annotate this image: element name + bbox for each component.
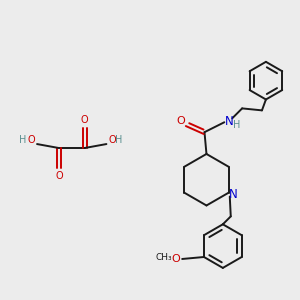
Text: CH₃: CH₃ (155, 253, 172, 262)
Text: O: O (27, 135, 35, 145)
Text: H: H (20, 135, 27, 145)
Text: N: N (230, 188, 238, 201)
Text: O: O (55, 171, 63, 181)
Text: O: O (81, 115, 88, 125)
Text: O: O (172, 254, 181, 264)
Text: H: H (115, 135, 122, 145)
Text: O: O (109, 135, 116, 145)
Text: H: H (232, 120, 240, 130)
Text: O: O (176, 116, 185, 126)
Text: N: N (225, 115, 234, 128)
